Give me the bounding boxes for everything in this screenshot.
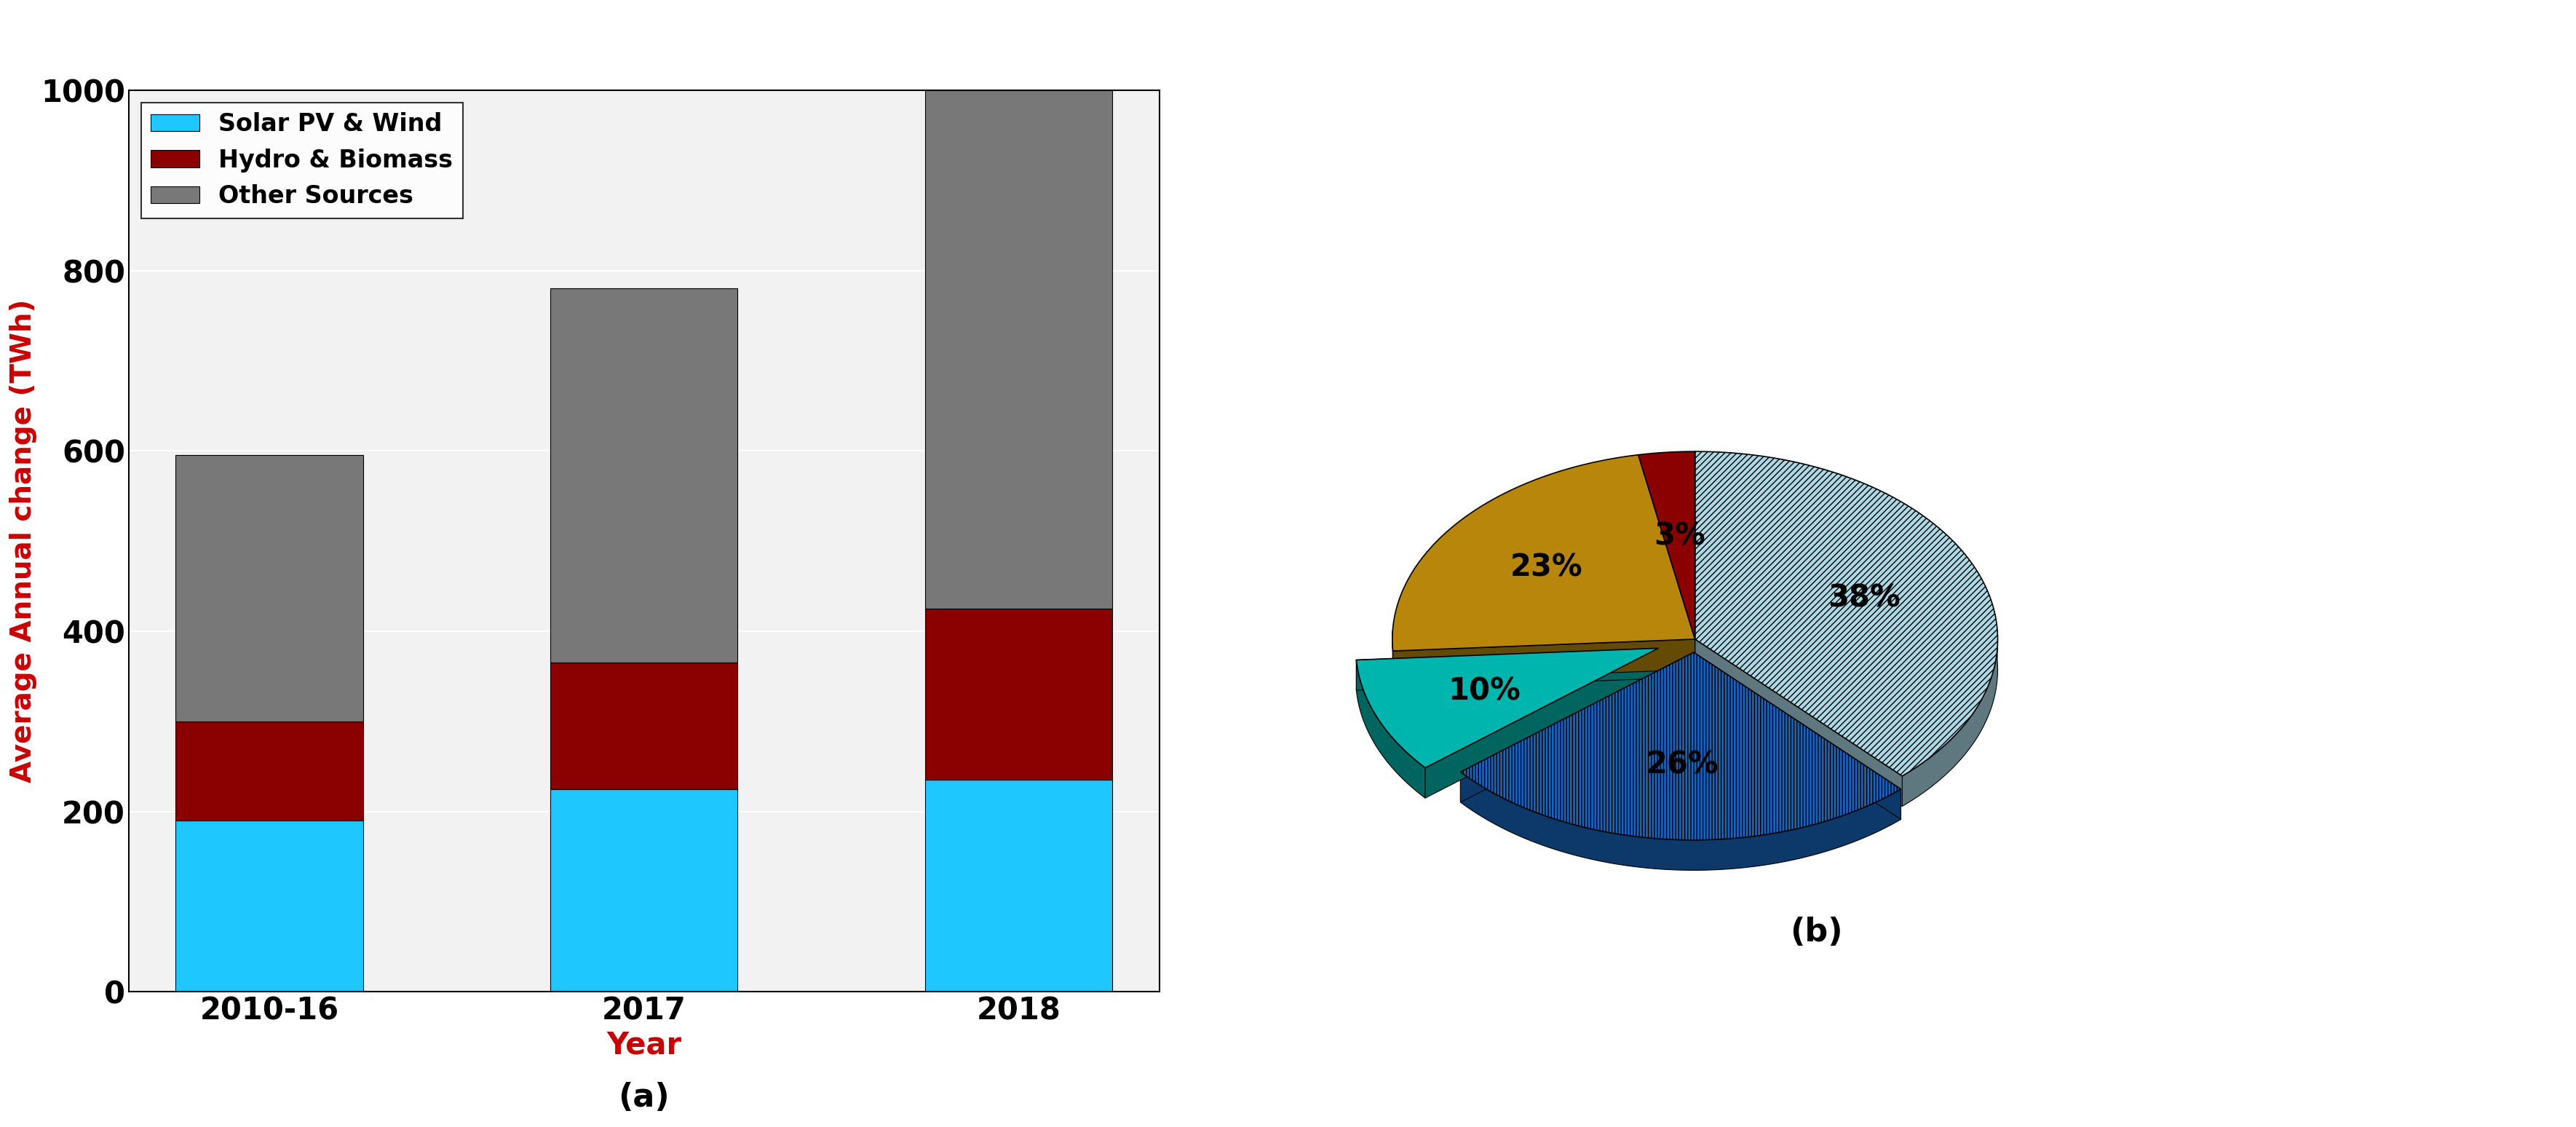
Polygon shape [1692, 653, 1901, 819]
Text: (a): (a) [618, 1082, 670, 1113]
Bar [551, 789, 737, 992]
Text: 3%: 3% [1654, 521, 1705, 552]
Text: 26%: 26% [1646, 749, 1718, 780]
Polygon shape [1358, 660, 1425, 798]
Text: 10%: 10% [1448, 676, 1520, 707]
Bar [925, 90, 1113, 609]
X-axis label: Year: Year [605, 1030, 683, 1061]
Bar [925, 780, 1113, 992]
Text: 38%: 38% [1826, 583, 1901, 613]
Polygon shape [1358, 648, 1659, 767]
Bar [925, 609, 1113, 780]
Bar [175, 820, 363, 992]
Polygon shape [1461, 772, 1901, 870]
Y-axis label: Average Annual change (TWh): Average Annual change (TWh) [10, 299, 36, 783]
Polygon shape [1461, 653, 1692, 802]
Polygon shape [1358, 648, 1659, 690]
Polygon shape [1901, 630, 1996, 806]
Bar [175, 455, 363, 721]
Bar [551, 289, 737, 663]
Polygon shape [1425, 648, 1659, 798]
Legend: Solar PV & Wind, Hydro & Biomass, Other Sources: Solar PV & Wind, Hydro & Biomass, Other … [142, 103, 464, 218]
Polygon shape [1461, 653, 1901, 840]
Text: 23%: 23% [1510, 552, 1584, 583]
Text: (b): (b) [1790, 916, 1842, 948]
Bar [551, 663, 737, 789]
Polygon shape [1394, 455, 1695, 651]
Bar [175, 721, 363, 820]
Polygon shape [1394, 639, 1695, 681]
Polygon shape [1638, 452, 1695, 639]
Polygon shape [1695, 452, 1996, 777]
Polygon shape [1695, 639, 1901, 806]
